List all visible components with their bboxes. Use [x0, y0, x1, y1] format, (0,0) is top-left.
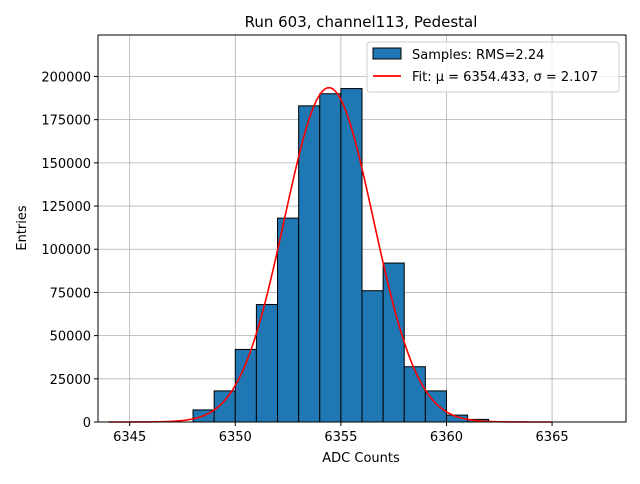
y-tick-label: 75000 [50, 286, 91, 301]
axis-ticks: 6345 6350 6355 6360 6365 0 25000 50000 75000 1000… [41, 70, 568, 445]
histogram-bar [298, 105, 321, 423]
legend: Samples: RMS=2.24 Fit: μ = 6354.433, σ =… [366, 41, 620, 93]
fit-curve-layer [108, 86, 553, 423]
x-tick-label: 6355 [324, 430, 357, 445]
fit-curve [108, 86, 553, 423]
histogram-bar [403, 366, 426, 423]
legend-fit-label: Fit: μ = 6354.433, σ = 2.107 [412, 70, 598, 85]
histogram-bar [277, 217, 300, 423]
y-tick-label: 0 [83, 416, 91, 431]
x-axis-label: ADC Counts [322, 451, 400, 466]
histogram-bar [382, 262, 405, 423]
y-axis-label: Entries [15, 205, 30, 251]
y-tick-label: 200000 [41, 70, 91, 85]
histogram-bar [361, 290, 384, 423]
chart-title: Run 603, channel113, Pedestal [245, 13, 478, 31]
y-tick-label: 150000 [41, 157, 91, 172]
x-tick-label: 6350 [219, 430, 252, 445]
legend-samples-patch [372, 47, 402, 60]
y-tick-label: 175000 [41, 114, 91, 129]
legend-box [366, 41, 620, 93]
y-tick-label: 50000 [50, 330, 91, 345]
x-tick-label: 6345 [113, 430, 146, 445]
x-tick-label: 6360 [430, 430, 463, 445]
y-tick-label: 125000 [41, 200, 91, 215]
legend-samples-label: Samples: RMS=2.24 [412, 48, 544, 63]
plot-area-frame [97, 34, 627, 423]
x-tick-label: 6365 [536, 430, 569, 445]
histogram-bar [213, 390, 236, 423]
histogram-bar [319, 93, 342, 423]
histogram-bar [234, 348, 257, 423]
y-tick-label: 100000 [41, 243, 91, 258]
histogram-bar [340, 88, 363, 423]
y-tick-label: 25000 [50, 373, 91, 388]
